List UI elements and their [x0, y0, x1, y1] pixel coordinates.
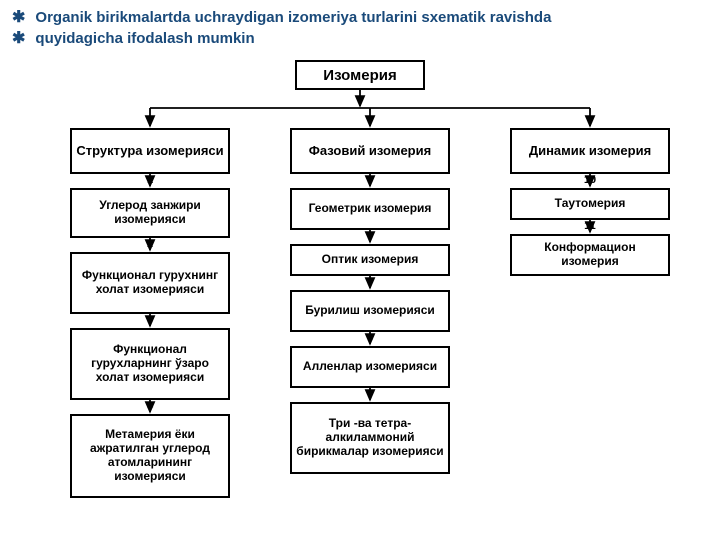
- bullet-icon: ✱: [12, 8, 25, 29]
- branch-header: Фазовий изомерия: [290, 128, 450, 174]
- item-node: Оптик изомерия: [290, 244, 450, 276]
- item-node: Алленлар изомерияси: [290, 346, 450, 388]
- item-number: 5: [290, 174, 450, 188]
- item-number: 8: [290, 332, 450, 346]
- item-number: 7: [290, 276, 450, 290]
- page-header: ✱ Organik birikmalartda uchraydigan izom…: [0, 0, 720, 52]
- branch-header: Динамик изомерия: [510, 128, 670, 174]
- item-number: 1: [70, 174, 230, 188]
- item-number: 11: [510, 220, 670, 234]
- item-node: Углерод занжири изомерияси: [70, 188, 230, 238]
- item-node: Функционал гурухнинг холат изомерияси: [70, 252, 230, 314]
- header-line-1: ✱ Organik birikmalartda uchraydigan izom…: [8, 8, 712, 29]
- flowchart-container: Изомерия Структура изомерияси1Углерод зан…: [20, 60, 700, 530]
- item-node: Конформацион изомерия: [510, 234, 670, 276]
- item-number: 9: [290, 388, 450, 402]
- bullet-icon: ✱: [12, 29, 25, 50]
- item-number: 2: [70, 238, 230, 252]
- item-number: 4: [70, 400, 230, 414]
- item-node: Таутомерия: [510, 188, 670, 220]
- item-node: Три -ва тетра- алкиламмоний бирикмалар и…: [290, 402, 450, 474]
- item-node: Метамерия ёки ажратилган углерод атомлар…: [70, 414, 230, 498]
- item-number: 3: [70, 314, 230, 328]
- root-node: Изомерия: [295, 60, 425, 90]
- item-number: 6: [290, 230, 450, 244]
- header-text-2: quyidagicha ifodalash mumkin: [35, 29, 254, 49]
- item-node: Геометрик изомерия: [290, 188, 450, 230]
- branch-header: Структура изомерияси: [70, 128, 230, 174]
- item-node: Функционал гурухларнинг ўзаро холат изом…: [70, 328, 230, 400]
- header-line-2: ✱ quyidagicha ifodalash mumkin: [8, 29, 712, 50]
- item-number: 10: [510, 174, 670, 188]
- header-text-1: Organik birikmalartda uchraydigan izomer…: [35, 8, 551, 28]
- item-node: Бурилиш изомерияси: [290, 290, 450, 332]
